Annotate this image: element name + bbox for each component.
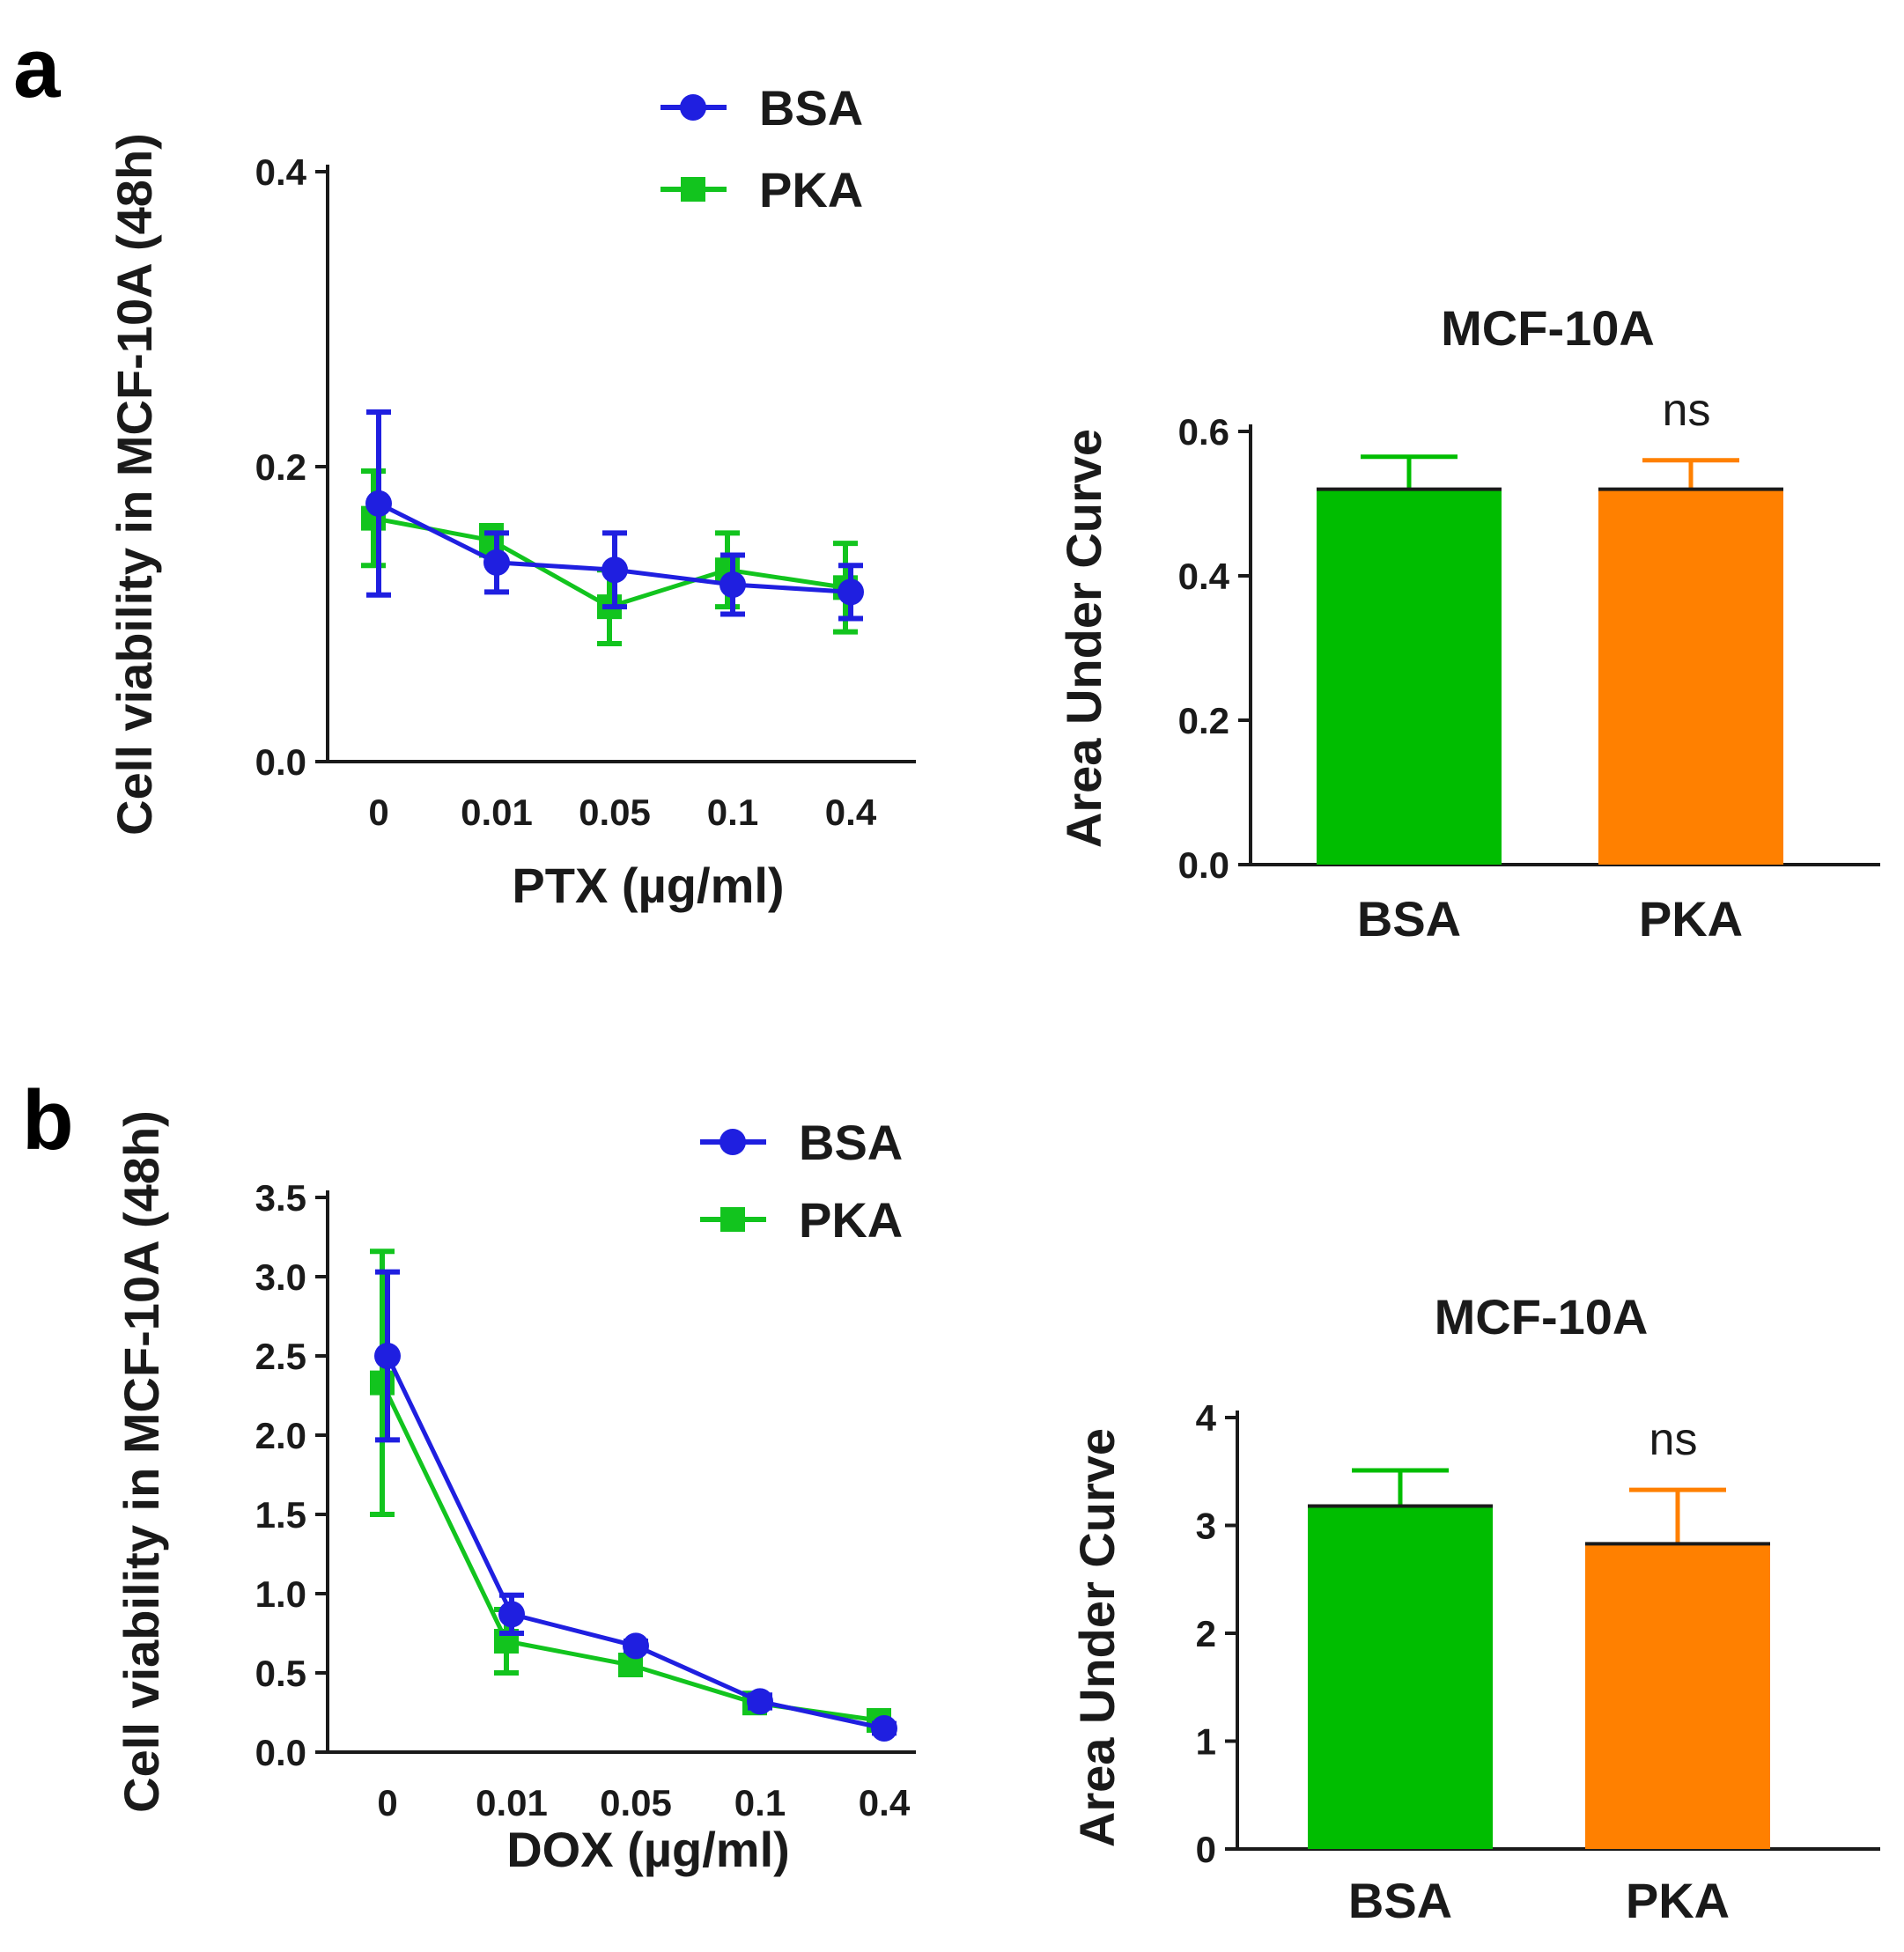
y-tick-label: 3.5 xyxy=(255,1177,306,1219)
x-tick-label: 0.01 xyxy=(461,792,533,833)
bsa-bar xyxy=(1308,1506,1493,1849)
x-category-bsa: BSA xyxy=(1348,1873,1452,1928)
pka-bar xyxy=(1598,489,1783,865)
y-tick-label: 0.4 xyxy=(255,151,307,193)
y-tick-label: 0.6 xyxy=(1178,411,1229,453)
y-tick-label: 0 xyxy=(1196,1829,1216,1870)
y-tick-label: 0.0 xyxy=(1178,844,1229,886)
bsa-point xyxy=(374,1343,401,1369)
legend-bsa-marker xyxy=(720,1129,746,1155)
x-tick-label: 0.4 xyxy=(825,792,877,833)
panel-label-a: a xyxy=(13,21,61,115)
pka-bar xyxy=(1585,1543,1770,1849)
x-tick-label: 0.01 xyxy=(476,1782,548,1823)
panel-label-b: b xyxy=(22,1073,74,1168)
legend-bsa-label: BSA xyxy=(759,80,863,136)
legend-bsa-label: BSA xyxy=(799,1115,903,1170)
x-category-pka: PKA xyxy=(1639,891,1743,947)
legend-pka-label: PKA xyxy=(759,162,863,217)
pka-point xyxy=(370,1370,395,1396)
x-axis-title: PTX (µg/ml) xyxy=(512,858,784,913)
significance-label: ns xyxy=(1663,385,1711,436)
y-tick-label: 2.5 xyxy=(255,1336,306,1377)
x-tick-label: 0.1 xyxy=(734,1782,786,1823)
bsa-point xyxy=(365,490,392,517)
bsa-point xyxy=(838,578,864,606)
x-axis-title: DOX (µg/ml) xyxy=(506,1822,790,1877)
legend-bsa-marker xyxy=(680,94,706,121)
bsa-point xyxy=(871,1715,897,1742)
y-tick-label: 1 xyxy=(1196,1721,1216,1763)
x-category-bsa: BSA xyxy=(1357,891,1461,947)
bsa-bar xyxy=(1317,489,1502,865)
legend-pka-label: PKA xyxy=(799,1192,903,1248)
y-tick-label: 0.2 xyxy=(1178,700,1229,741)
y-tick-label: 3.0 xyxy=(255,1256,306,1298)
significance-label: ns xyxy=(1649,1414,1698,1465)
y-axis-title: Area Under Curve xyxy=(1056,429,1111,848)
dox-auc-bar-chart: 0 1 2 3 4 Area Under Curve MCF-10A BSA PKA ns xyxy=(1069,1289,1880,1928)
dox-line-chart: 0.0 0.5 1.0 1.5 2.0 2.5 3.0 3.5 Cell viability i… xyxy=(114,1110,916,1877)
chart-title: MCF-10A xyxy=(1441,300,1655,356)
legend-pka-marker xyxy=(681,177,705,202)
bsa-point xyxy=(483,549,510,576)
y-tick-label: 2 xyxy=(1196,1613,1216,1654)
x-tick-label: 0 xyxy=(377,1782,397,1823)
y-tick-label: 0.0 xyxy=(255,1732,306,1773)
bsa-point xyxy=(498,1601,525,1628)
ptx-line-chart: 0.0 0.2 0.4 Cell viability in MCF-10A (48h)… xyxy=(107,80,916,913)
y-tick-label: 1.0 xyxy=(255,1573,306,1615)
y-tick-label: 0.5 xyxy=(255,1653,306,1694)
bsa-point xyxy=(623,1632,649,1660)
y-axis-title: Cell viability in MCF-10A (48h) xyxy=(114,1110,169,1813)
bsa-point xyxy=(601,556,628,584)
x-tick-label: 0 xyxy=(368,792,388,833)
x-tick-label: 0.05 xyxy=(600,1782,672,1823)
y-tick-label: 1.5 xyxy=(255,1494,306,1536)
x-tick-label: 0.05 xyxy=(579,792,651,833)
y-tick-label: 3 xyxy=(1196,1506,1216,1547)
ptx-auc-bar-chart: 0.0 0.2 0.4 0.6 Area Under Curve MCF-10A BSA PK… xyxy=(1056,300,1880,947)
y-tick-label: 0.2 xyxy=(255,446,306,488)
x-tick-label: 0.4 xyxy=(859,1782,911,1823)
x-tick-label: 0.1 xyxy=(707,792,758,833)
y-tick-label: 0.0 xyxy=(255,741,306,783)
y-axis-title: Cell viability in MCF-10A (48h) xyxy=(107,133,162,836)
legend-pka-marker xyxy=(720,1207,745,1232)
y-axis-title: Area Under Curve xyxy=(1069,1428,1125,1847)
y-tick-label: 0.4 xyxy=(1178,556,1230,597)
bsa-point xyxy=(720,571,746,598)
bsa-point xyxy=(747,1688,773,1715)
chart-title: MCF-10A xyxy=(1435,1289,1649,1344)
y-tick-label: 4 xyxy=(1196,1397,1217,1439)
y-tick-label: 2.0 xyxy=(255,1415,306,1456)
x-category-pka: PKA xyxy=(1626,1873,1730,1928)
